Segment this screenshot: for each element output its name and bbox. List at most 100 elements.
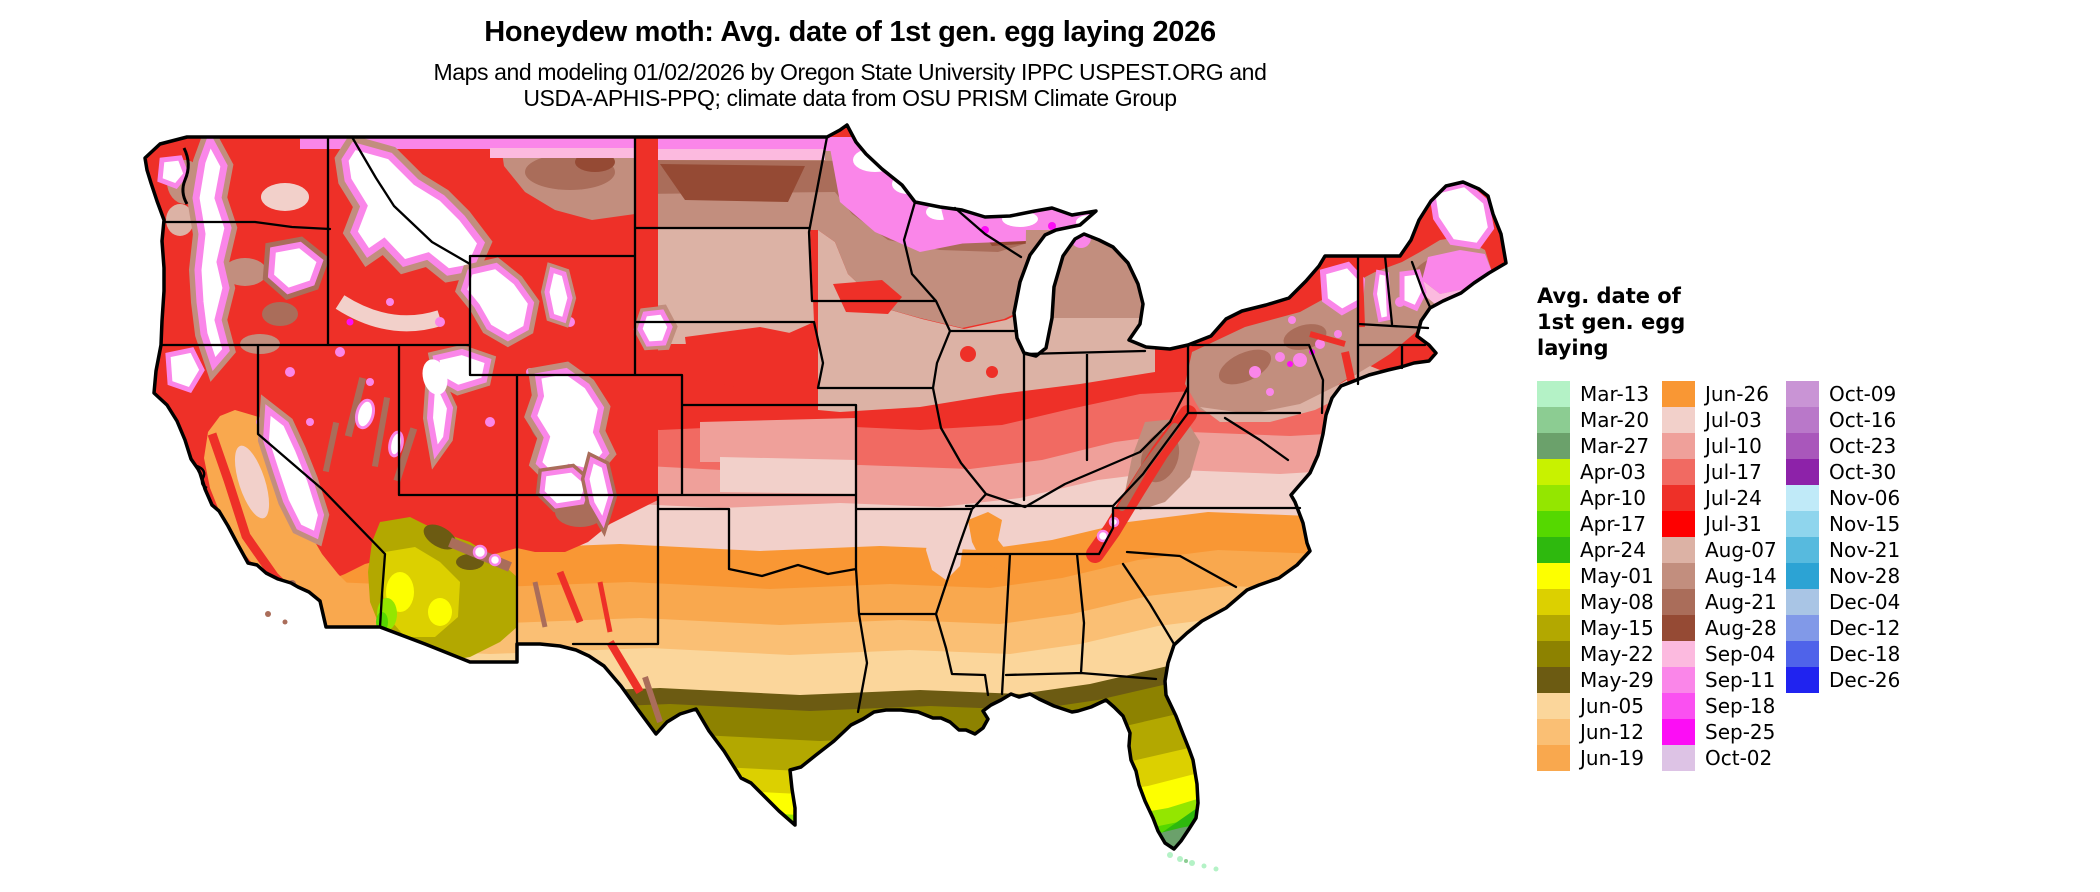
legend-item: May-29: [1537, 667, 1662, 693]
legend-item: Dec-04: [1786, 589, 1911, 615]
legend-swatch: [1662, 745, 1695, 771]
legend-item: May-22: [1537, 641, 1662, 667]
legend-swatch: [1786, 563, 1819, 589]
legend-item: Jun-12: [1537, 719, 1662, 745]
legend-label: Jun-12: [1580, 720, 1644, 744]
legend-label: Jun-05: [1580, 694, 1644, 718]
puget-sound-inlet: [181, 147, 190, 205]
legend-swatch: [1537, 719, 1570, 745]
legend-swatch: [1786, 459, 1819, 485]
legend-title-line2: 1st gen. egg: [1537, 310, 1686, 334]
legend-swatch: [1662, 433, 1695, 459]
legend-item: Apr-10: [1537, 485, 1662, 511]
legend-item: Jul-31: [1662, 511, 1786, 537]
legend-title: Avg. date of 1st gen. egg laying: [1537, 283, 2037, 361]
chart-header: Honeydew moth: Avg. date of 1st gen. egg…: [0, 0, 1700, 111]
legend-item: Dec-26: [1786, 667, 1911, 693]
legend-swatch: [1537, 615, 1570, 641]
legend-label: Dec-12: [1829, 616, 1901, 640]
legend-item: May-08: [1537, 589, 1662, 615]
legend-label: Nov-06: [1829, 486, 1901, 510]
legend-swatch: [1786, 615, 1819, 641]
legend-item: Aug-07: [1662, 537, 1786, 563]
legend-swatch: [1537, 693, 1570, 719]
legend-swatch: [1786, 667, 1819, 693]
legend-item: Mar-27: [1537, 433, 1662, 459]
legend-label: May-22: [1580, 642, 1654, 666]
legend-item: Sep-04: [1662, 641, 1786, 667]
state-borders: [159, 135, 1432, 714]
legend-swatch: [1662, 667, 1695, 693]
legend-swatch: [1662, 563, 1695, 589]
us-outline: [143, 123, 1508, 851]
legend-label: Nov-15: [1829, 512, 1901, 536]
legend-item: Sep-18: [1662, 693, 1786, 719]
legend-swatch: [1537, 641, 1570, 667]
legend-swatch: [1786, 485, 1819, 511]
us-map: [143, 123, 1508, 872]
legend-swatch: [1537, 511, 1570, 537]
map-raster: [145, 125, 1506, 849]
legend-label: Aug-14: [1705, 564, 1777, 588]
legend-swatch: [1786, 641, 1819, 667]
legend-item: Sep-25: [1662, 719, 1786, 745]
legend-column-2: Jun-26 Jul-03 Jul-10 Jul-17 Jul-24 Jul-31 Aug-…: [1662, 381, 1786, 771]
legend-item: Aug-14: [1662, 563, 1786, 589]
legend-item: Oct-16: [1786, 407, 1911, 433]
legend-swatch: [1786, 589, 1819, 615]
legend-swatch: [1786, 537, 1819, 563]
legend-item: Nov-21: [1786, 537, 1911, 563]
legend-item: Mar-13: [1537, 381, 1662, 407]
legend-label: Mar-20: [1580, 408, 1650, 432]
legend-label: Oct-16: [1829, 408, 1897, 432]
legend-label: Jul-31: [1705, 512, 1762, 536]
legend-swatch: [1662, 485, 1695, 511]
legend-swatch: [1662, 381, 1695, 407]
legend-item: Aug-21: [1662, 589, 1786, 615]
legend-swatch: [1537, 589, 1570, 615]
legend-item: Apr-24: [1537, 537, 1662, 563]
legend-item: Apr-17: [1537, 511, 1662, 537]
legend-title-line3: laying: [1537, 336, 1609, 360]
channel-islands-dots: [265, 611, 288, 625]
legend-label: Aug-07: [1705, 538, 1777, 562]
legend-item: Jun-05: [1537, 693, 1662, 719]
map-subtitle-line2: USDA-APHIS-PPQ; climate data from OSU PR…: [523, 85, 1177, 111]
legend-item: Nov-28: [1786, 563, 1911, 589]
legend-label: Aug-28: [1705, 616, 1777, 640]
legend-label: Oct-09: [1829, 382, 1897, 406]
legend-label: Nov-21: [1829, 538, 1901, 562]
legend-item: Jul-03: [1662, 407, 1786, 433]
legend-item: Nov-06: [1786, 485, 1911, 511]
map-legend: Avg. date of 1st gen. egg laying Mar-13 M…: [1537, 283, 2037, 771]
legend-item: Jul-17: [1662, 459, 1786, 485]
legend-column-1: Mar-13 Mar-20 Mar-27 Apr-03 Apr-10 Apr-17 Apr-…: [1537, 381, 1662, 771]
legend-item: Sep-11: [1662, 667, 1786, 693]
legend-item: Oct-09: [1786, 381, 1911, 407]
legend-label: Dec-26: [1829, 668, 1901, 692]
legend-title-line1: Avg. date of: [1537, 284, 1681, 308]
legend-item: Dec-12: [1786, 615, 1911, 641]
legend-swatch: [1662, 719, 1695, 745]
legend-item: Oct-23: [1786, 433, 1911, 459]
legend-item: May-01: [1537, 563, 1662, 589]
legend-swatch: [1786, 407, 1819, 433]
legend-label: May-08: [1580, 590, 1654, 614]
legend-label: Jul-03: [1705, 408, 1762, 432]
legend-label: Mar-13: [1580, 382, 1650, 406]
legend-label: Sep-18: [1705, 694, 1776, 718]
legend-label: Jun-19: [1580, 746, 1644, 770]
legend-label: Jul-17: [1705, 460, 1762, 484]
legend-label: Aug-21: [1705, 590, 1777, 614]
legend-label: Sep-11: [1705, 668, 1776, 692]
san-francisco-bay: [196, 464, 208, 490]
legend-item: Apr-03: [1537, 459, 1662, 485]
legend-item: Mar-20: [1537, 407, 1662, 433]
legend-label: Oct-30: [1829, 460, 1897, 484]
legend-swatch: [1662, 589, 1695, 615]
legend-label: Sep-04: [1705, 642, 1776, 666]
legend-label: May-01: [1580, 564, 1654, 588]
legend-item: Jul-24: [1662, 485, 1786, 511]
legend-label: Apr-03: [1580, 460, 1646, 484]
legend-swatch: [1537, 485, 1570, 511]
